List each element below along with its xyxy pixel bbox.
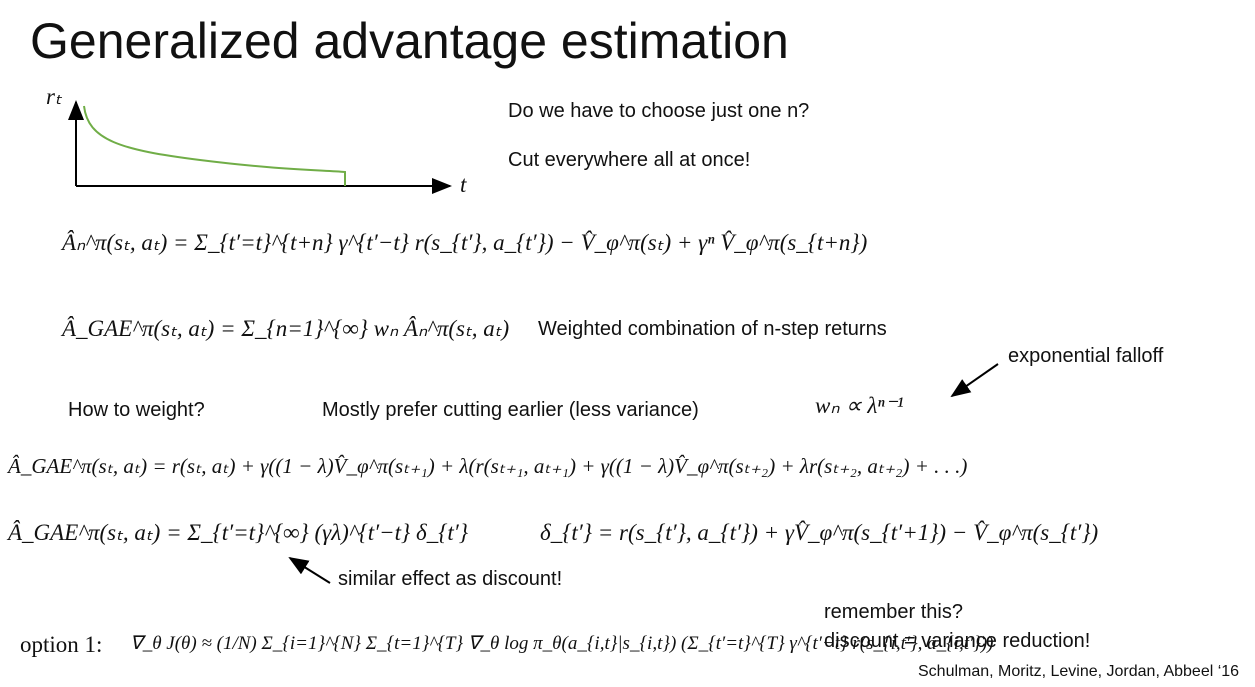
title: Generalized advantage estimation <box>30 13 789 69</box>
arrow <box>288 556 331 584</box>
equation: Â_GAE^π(sₜ, aₜ) = r(sₜ, aₜ) + γ((1 − λ)V… <box>8 454 968 478</box>
label: Weighted combination of n-step returns <box>538 318 887 340</box>
label: discount = variance reduction! <box>824 630 1091 652</box>
axis-label: t <box>460 172 467 197</box>
label: Mostly prefer cutting earlier (less vari… <box>322 399 699 421</box>
equation: δ_{t′} = r(s_{t′}, a_{t′}) + γV̂_φ^π(s_{… <box>540 520 1099 545</box>
citation: Schulman, Moritz, Levine, Jordan, Abbeel… <box>918 663 1240 680</box>
arrow <box>950 363 999 398</box>
note: Do we have to choose just one n? <box>508 100 810 122</box>
equation: wₙ ∝ λⁿ⁻¹ <box>815 393 904 418</box>
equation: option 1: <box>20 632 103 657</box>
label: exponential falloff <box>1008 345 1164 367</box>
equation: Âₙ^π(sₜ, aₜ) = Σ_{t′=t}^{t+n} γ^{t′−t} r… <box>62 230 868 255</box>
equation: Â_GAE^π(sₜ, aₜ) = Σ_{n=1}^{∞} wₙ Âₙ^π(sₜ… <box>62 316 510 341</box>
axis-label: rₜ <box>46 84 62 109</box>
equation: ∇_θ J(θ) ≈ (1/N) Σ_{i=1}^{N} Σ_{t=1}^{T}… <box>130 633 994 654</box>
reward-curve <box>83 105 346 186</box>
equation: Â_GAE^π(sₜ, aₜ) = Σ_{t′=t}^{∞} (γλ)^{t′−… <box>8 520 469 545</box>
label: How to weight? <box>68 399 205 421</box>
label: similar effect as discount! <box>338 568 563 590</box>
label: remember this? <box>824 601 963 623</box>
note: Cut everywhere all at once! <box>508 149 751 171</box>
